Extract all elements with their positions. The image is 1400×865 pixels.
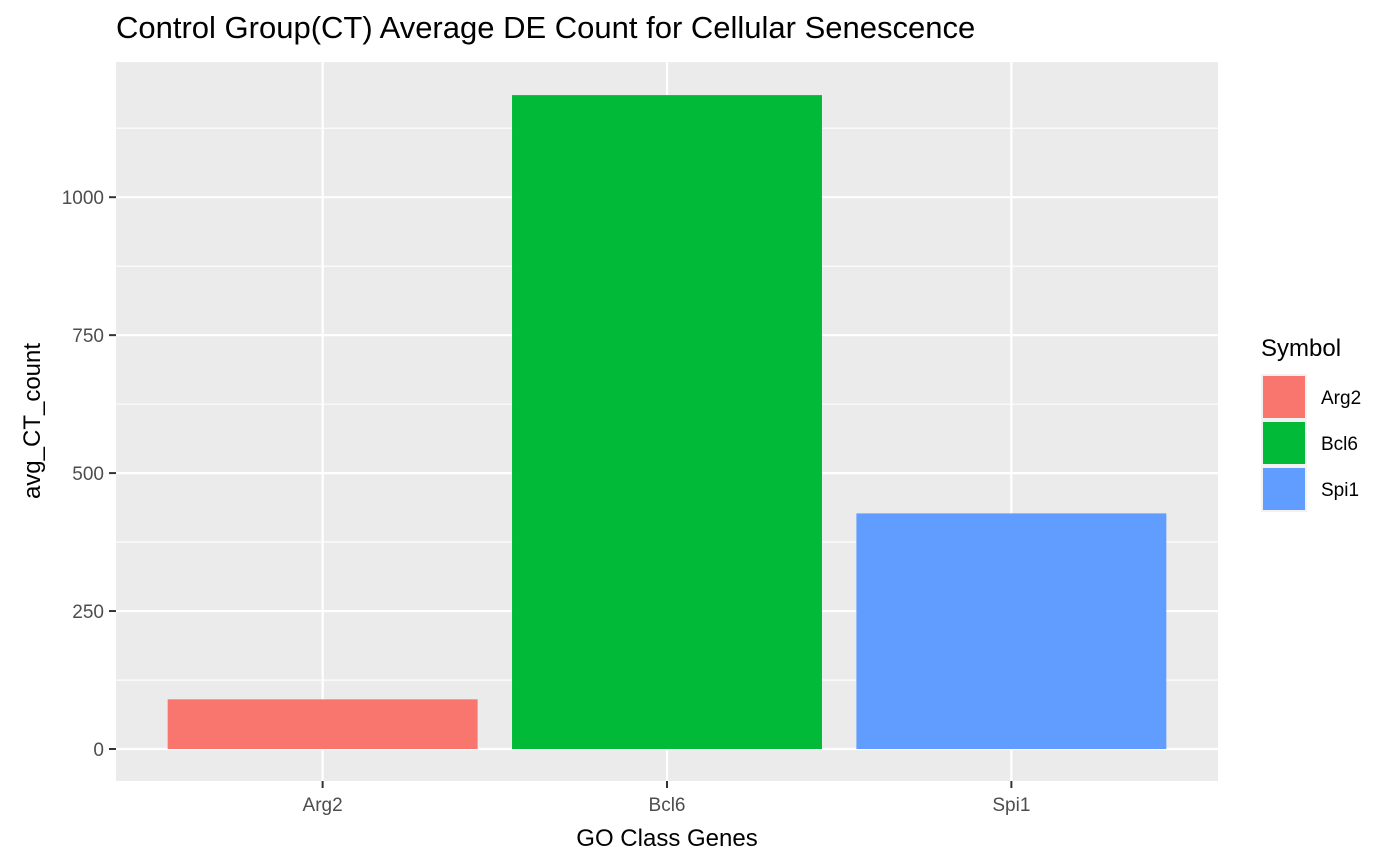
y-tick-label: 500 (72, 464, 104, 485)
chart-title: Control Group(CT) Average DE Count for C… (116, 10, 975, 45)
legend-label: Arg2 (1321, 388, 1361, 409)
bar-spi1 (856, 513, 1167, 749)
x-tick-label: Spi1 (992, 795, 1030, 816)
y-tick-label: 1000 (62, 188, 104, 209)
legend-label: Spi1 (1321, 480, 1359, 501)
x-axis-title: GO Class Genes (576, 825, 757, 852)
bars (167, 95, 1167, 749)
legend-swatch-spi1 (1263, 468, 1305, 510)
bar-bcl6 (512, 95, 822, 749)
legend-keys: Arg2 Bcl6 Spi1 (1261, 374, 1361, 512)
legend-swatch-arg2 (1263, 376, 1305, 418)
legend-swatch-bcl6 (1263, 422, 1305, 464)
y-tick-label: 250 (72, 602, 104, 623)
y-tick-label: 0 (93, 740, 104, 761)
legend-label: Bcl6 (1321, 434, 1358, 455)
legend-title: Symbol (1261, 335, 1341, 362)
bar-arg2 (167, 699, 478, 749)
y-tick-label: 750 (72, 326, 104, 347)
x-axis: Arg2 Bcl6 Spi1 (303, 781, 1030, 816)
legend: Symbol Arg2 Bcl6 Spi1 (1261, 335, 1361, 512)
x-tick-label: Bcl6 (649, 795, 686, 816)
x-tick-label: Arg2 (303, 795, 343, 816)
y-axis-title: avg_CT_count (19, 343, 46, 499)
y-axis: 0 250 500 750 1000 (62, 188, 116, 761)
